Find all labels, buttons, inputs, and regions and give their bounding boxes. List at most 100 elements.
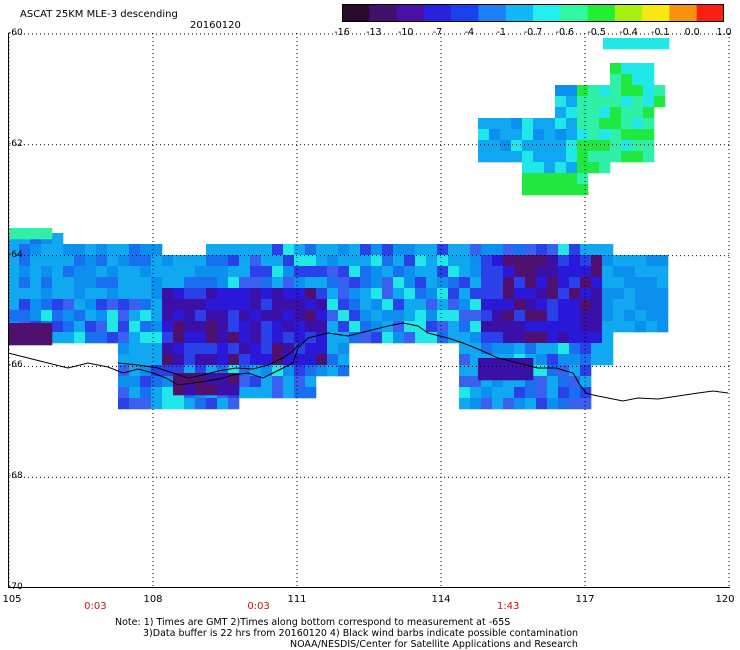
data-cell xyxy=(206,384,218,396)
data-cell xyxy=(30,310,42,322)
colorbar-label: -0.5 xyxy=(587,27,606,38)
colorbar-swatch xyxy=(369,4,398,22)
data-cell xyxy=(459,288,471,300)
longitude-label: 117 xyxy=(575,594,595,605)
data-cell xyxy=(478,151,490,163)
data-cell xyxy=(239,365,251,377)
data-cell xyxy=(118,387,130,399)
data-cell xyxy=(305,365,317,377)
data-cell xyxy=(294,255,306,267)
data-cell xyxy=(514,288,526,300)
data-cell xyxy=(85,310,97,322)
data-cell xyxy=(338,343,350,355)
data-cell xyxy=(195,255,207,267)
data-cell xyxy=(140,288,152,300)
data-cell xyxy=(239,343,251,355)
data-cell xyxy=(338,354,350,366)
data-cell xyxy=(569,244,581,256)
data-cell xyxy=(52,299,64,311)
data-cell xyxy=(206,255,218,267)
data-cell xyxy=(643,118,655,130)
data-cell xyxy=(470,277,482,289)
data-cell xyxy=(492,266,504,278)
data-cell xyxy=(96,255,108,267)
data-cell xyxy=(610,63,622,75)
data-cell xyxy=(305,310,317,322)
data-cell xyxy=(74,244,86,256)
data-cell xyxy=(19,255,31,267)
data-cell xyxy=(217,299,229,311)
data-cell xyxy=(511,369,523,381)
data-cell xyxy=(195,288,207,300)
data-cell xyxy=(382,332,394,344)
data-cell xyxy=(151,244,163,256)
note-line-3: NOAA/NESDIS/Center for Satellite Applica… xyxy=(290,639,578,650)
data-cell xyxy=(294,376,306,388)
data-cell xyxy=(646,288,658,300)
data-cell xyxy=(316,310,328,322)
data-cell xyxy=(426,255,438,267)
data-cell xyxy=(151,398,163,410)
data-cell xyxy=(140,398,152,410)
data-cell xyxy=(261,332,273,344)
data-cell xyxy=(591,277,603,289)
data-cell xyxy=(338,365,350,377)
data-cell xyxy=(591,321,603,333)
data-cell xyxy=(261,266,273,278)
data-cell xyxy=(514,255,526,267)
data-cell xyxy=(470,365,482,377)
data-cell xyxy=(305,244,317,256)
data-cell xyxy=(327,266,339,278)
data-cell xyxy=(503,376,515,388)
data-cell xyxy=(184,365,196,377)
data-cell xyxy=(478,358,490,370)
data-cell xyxy=(533,162,545,174)
data-cell xyxy=(459,266,471,278)
data-cell xyxy=(305,321,317,333)
data-cell xyxy=(250,299,262,311)
data-cell xyxy=(19,228,31,240)
data-cell xyxy=(272,244,284,256)
data-cell xyxy=(30,244,42,256)
data-cell xyxy=(140,343,152,355)
data-cell xyxy=(580,365,592,377)
data-cell xyxy=(239,255,251,267)
data-cell xyxy=(470,299,482,311)
data-cell xyxy=(489,118,501,130)
data-cell xyxy=(228,373,240,385)
data-cell xyxy=(580,277,592,289)
data-cell xyxy=(162,266,174,278)
data-cell xyxy=(30,266,42,278)
data-cell xyxy=(599,96,611,108)
data-cell xyxy=(217,266,229,278)
data-cell xyxy=(316,332,328,344)
data-cell xyxy=(437,332,449,344)
data-cell xyxy=(382,244,394,256)
data-cell xyxy=(327,310,339,322)
data-cell xyxy=(635,277,647,289)
data-cell xyxy=(547,354,559,366)
data-cell xyxy=(85,244,97,256)
data-cell xyxy=(162,398,174,410)
data-cell xyxy=(74,321,86,333)
data-cell xyxy=(272,299,284,311)
data-cell xyxy=(261,365,273,377)
data-cell xyxy=(360,299,372,311)
data-cell xyxy=(107,277,119,289)
data-cell xyxy=(8,228,20,240)
data-cell xyxy=(544,129,556,141)
data-cell xyxy=(610,140,622,152)
map-plot xyxy=(8,33,730,588)
data-cell xyxy=(118,321,130,333)
data-cell xyxy=(283,332,295,344)
data-cell xyxy=(591,255,603,267)
data-cell xyxy=(489,358,501,370)
data-cell xyxy=(206,365,218,377)
data-cell xyxy=(657,277,669,289)
data-cell xyxy=(316,365,328,377)
data-cell xyxy=(239,376,251,388)
data-cell xyxy=(19,277,31,289)
data-cell xyxy=(19,288,31,300)
latitude-label: -68 xyxy=(8,471,23,482)
data-cell xyxy=(426,288,438,300)
